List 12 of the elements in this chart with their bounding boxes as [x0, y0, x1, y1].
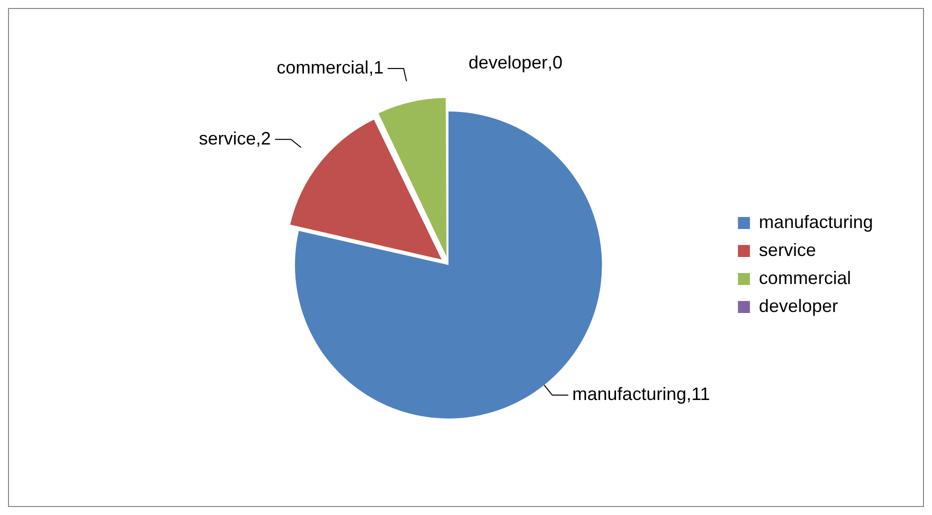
legend-label: manufacturing — [758, 212, 874, 232]
data-label: ,2 — [256, 128, 271, 148]
legend-label: developer — [758, 296, 838, 316]
category-label: developer — [468, 52, 548, 72]
slice-label: service — [198, 128, 256, 148]
legend-label: commercial — [758, 268, 851, 288]
legend-label: service — [758, 240, 816, 260]
slice-label: manufacturing — [572, 384, 686, 404]
slice-label: commercial — [276, 58, 369, 78]
data-label: ,1 — [368, 58, 384, 78]
data-label: ,11 — [686, 384, 710, 404]
text: ,0 — [548, 52, 563, 72]
